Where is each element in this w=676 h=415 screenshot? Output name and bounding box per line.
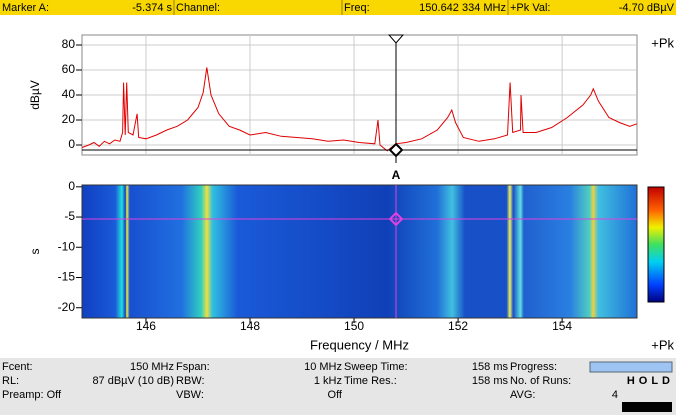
trace-label: +Pk (651, 337, 674, 352)
header-label: Channel: (176, 2, 220, 14)
x-tick-label: 154 (552, 319, 572, 333)
footer-value: Off (328, 389, 343, 401)
header-value: -4.70 dBµV (619, 2, 675, 14)
y-tick-label: 20 (62, 112, 76, 126)
y-axis-label: s (28, 249, 42, 255)
y-tick-label: 40 (62, 87, 76, 101)
footer-label: VBW: (176, 389, 204, 401)
footer-label: Sweep Time: (344, 361, 408, 373)
y-tick-label: 60 (62, 62, 76, 76)
footer-label: AVG: (510, 389, 535, 401)
x-tick-label: 152 (448, 319, 468, 333)
footer-value: 150 MHz (130, 361, 174, 373)
progress-bar (590, 362, 672, 372)
avg-bar (622, 402, 672, 412)
screen: Marker A: -5.374 s Channel: Freq: 150.642 33… (0, 0, 676, 415)
footer-value: HOLD (627, 375, 674, 387)
header-label: +Pk Val: (510, 2, 550, 14)
footer-value: 158 ms (472, 375, 509, 387)
x-tick-label: 148 (240, 319, 260, 333)
footer-label: Progress: (510, 361, 557, 373)
footer-label: RBW: (176, 375, 205, 387)
header-bar (0, 0, 676, 15)
trace-label: +Pk (651, 35, 674, 50)
footer-value: 1 kHz (314, 375, 342, 387)
y-tick-label: -5 (64, 209, 75, 223)
footer-label: Fspan: (176, 361, 210, 373)
header-label: Marker A: (2, 2, 49, 14)
y-tick-label: 0 (68, 179, 75, 193)
waterfall-image (82, 185, 637, 318)
y-tick-label: -10 (58, 239, 76, 253)
color-bar (648, 187, 664, 302)
header-value: 150.642 334 MHz (419, 2, 506, 14)
y-tick-label: 80 (62, 37, 76, 51)
footer-value: 10 MHz (304, 361, 342, 373)
x-tick-label: 146 (136, 319, 156, 333)
footer-label: RL: (2, 375, 19, 387)
y-axis-label: dBµV (28, 80, 42, 110)
x-axis-label: Frequency / MHz (310, 337, 409, 352)
x-tick-label: 150 (344, 319, 364, 333)
header-value: -5.374 s (132, 2, 172, 14)
marker-label: A (392, 168, 401, 182)
footer-label: Fcent: (2, 361, 33, 373)
y-tick-label: 0 (68, 137, 75, 151)
footer-value: 4 (612, 389, 618, 401)
y-tick-label: -20 (58, 300, 76, 314)
footer-label: Time Res.: (344, 375, 397, 387)
footer-value: 158 ms (472, 361, 509, 373)
footer-label: No. of Runs: (510, 375, 571, 387)
footer-label: Preamp: Off (2, 389, 62, 401)
header-label: Freq: (344, 2, 370, 14)
y-tick-label: -15 (58, 270, 76, 284)
footer-value: 87 dBµV (10 dB) (92, 375, 174, 387)
